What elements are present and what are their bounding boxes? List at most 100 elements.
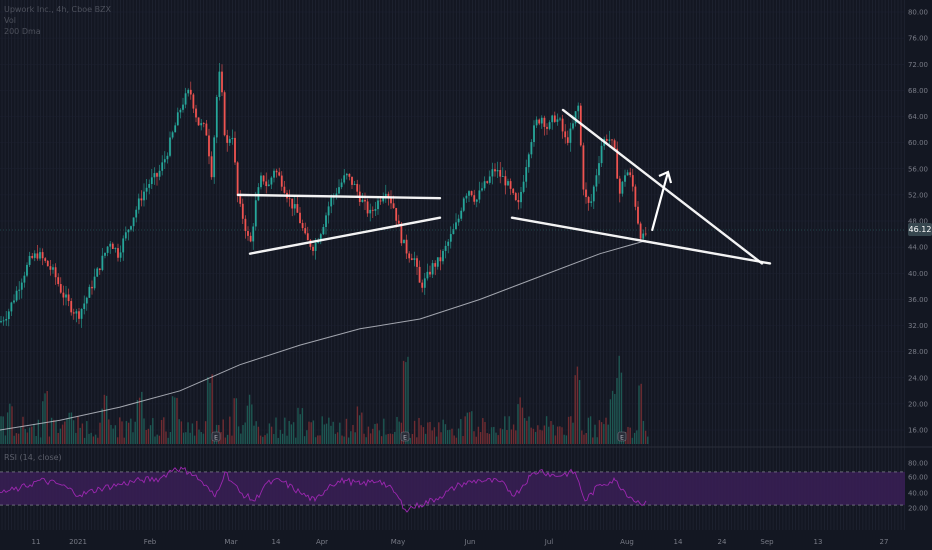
candle-body bbox=[374, 209, 377, 211]
volume-bar bbox=[48, 436, 51, 444]
volume-bar bbox=[132, 432, 134, 444]
candle-body bbox=[122, 238, 125, 253]
volume-bar bbox=[389, 433, 392, 444]
candle-body bbox=[421, 282, 424, 288]
y-tick-label: 76.00 bbox=[908, 35, 928, 43]
trendlines[interactable] bbox=[236, 108, 772, 265]
candle-body bbox=[184, 93, 187, 105]
volume-bar bbox=[306, 430, 308, 444]
volume-bar bbox=[523, 418, 526, 444]
volume-bar bbox=[482, 418, 484, 444]
candle-body bbox=[111, 243, 114, 249]
volume-bar bbox=[433, 427, 436, 444]
candle-body bbox=[637, 206, 639, 224]
volume-bar bbox=[266, 433, 268, 444]
candle-body bbox=[5, 319, 8, 321]
x-tick-label: Jul bbox=[544, 538, 554, 546]
time-axis[interactable]: 11 2021 Feb Mar 14 Apr May Jun Jul Aug 14 24 Sep 13 27 bbox=[32, 538, 889, 546]
candle-body bbox=[449, 234, 452, 242]
volume-bar bbox=[510, 429, 513, 444]
volume-bar bbox=[28, 427, 31, 444]
volume-bar bbox=[616, 378, 618, 444]
volume-bar bbox=[92, 436, 95, 444]
symbol-label[interactable]: Upwork Inc., 4h, Cboe BZX bbox=[4, 5, 112, 14]
volume-bar bbox=[46, 390, 48, 444]
volume-bar bbox=[286, 435, 288, 444]
volume-bar bbox=[539, 429, 541, 444]
candle-body bbox=[70, 301, 73, 313]
volume-bar bbox=[189, 432, 191, 444]
volume-bar bbox=[68, 412, 70, 444]
volume-bar bbox=[464, 416, 466, 444]
earnings-marker-label: E bbox=[620, 435, 624, 442]
volume-bar bbox=[61, 424, 64, 444]
volume-bar bbox=[537, 425, 539, 444]
x-tick-label: May bbox=[391, 538, 405, 546]
volume-bar bbox=[561, 427, 563, 444]
candle-body bbox=[267, 184, 270, 187]
volume-bar bbox=[160, 419, 163, 444]
volume-bar bbox=[398, 421, 400, 444]
volume-bar bbox=[550, 421, 552, 444]
current-price-tag: 46.12 bbox=[908, 223, 932, 236]
volume-bar bbox=[136, 399, 139, 444]
volume-bar bbox=[570, 416, 572, 444]
volume-bar bbox=[94, 434, 97, 444]
candle-body bbox=[574, 111, 577, 124]
volume-bar bbox=[301, 408, 304, 444]
volume-bar bbox=[541, 430, 543, 444]
candle-body bbox=[143, 191, 145, 201]
volume-bar bbox=[431, 430, 433, 444]
candle-body bbox=[408, 253, 411, 259]
volume-bar bbox=[420, 425, 422, 444]
candle-body bbox=[314, 242, 317, 251]
candle-body bbox=[566, 137, 569, 143]
volume-bar bbox=[110, 424, 112, 444]
volume-bar bbox=[145, 429, 147, 444]
volume-bar bbox=[429, 421, 431, 444]
candle-body bbox=[109, 243, 112, 247]
candle-body bbox=[213, 137, 216, 178]
volume-bar bbox=[501, 429, 504, 444]
x-tick-label: 2021 bbox=[69, 538, 87, 546]
volume-label[interactable]: Vol bbox=[4, 16, 16, 25]
candle-body bbox=[10, 302, 13, 312]
volume-bar bbox=[336, 432, 339, 444]
candle-body bbox=[88, 286, 91, 298]
volume-bar bbox=[224, 437, 227, 444]
ma-label[interactable]: 200 Dma bbox=[4, 27, 41, 36]
volume-bar bbox=[631, 437, 634, 444]
volume-bar bbox=[350, 431, 352, 444]
volume-bar bbox=[556, 426, 559, 444]
price-axis[interactable]: 80.00 76.00 72.00 68.00 64.00 60.00 56.00 52.00… bbox=[908, 9, 928, 513]
volume-bar bbox=[484, 422, 486, 444]
candle-body bbox=[62, 292, 65, 298]
candle-body bbox=[33, 253, 36, 258]
x-tick-label: Sep bbox=[760, 538, 774, 546]
candle-body bbox=[486, 181, 489, 183]
volume-bar bbox=[334, 433, 337, 444]
volume-bar bbox=[152, 418, 154, 444]
rsi-tick-label: 60.00 bbox=[908, 474, 928, 482]
volume-bar bbox=[592, 437, 594, 444]
candle-body bbox=[273, 170, 275, 178]
candle-body bbox=[434, 263, 437, 267]
candle-body bbox=[226, 135, 229, 143]
volume-bar bbox=[427, 422, 429, 444]
candle-body bbox=[75, 311, 78, 314]
volume-bar bbox=[341, 435, 343, 444]
volume-bar bbox=[24, 428, 26, 444]
rsi-label[interactable]: RSI (14, close) bbox=[4, 453, 62, 462]
volume-bar bbox=[303, 436, 306, 444]
volume-bar bbox=[515, 430, 517, 444]
candlesticks bbox=[0, 62, 647, 328]
volume-bar bbox=[292, 422, 295, 444]
candle-body bbox=[642, 233, 645, 239]
candle-body bbox=[507, 181, 509, 186]
volume-bar bbox=[44, 393, 46, 444]
volume-bar bbox=[281, 433, 284, 444]
candle-body bbox=[202, 123, 205, 124]
volume-bar bbox=[53, 419, 55, 444]
